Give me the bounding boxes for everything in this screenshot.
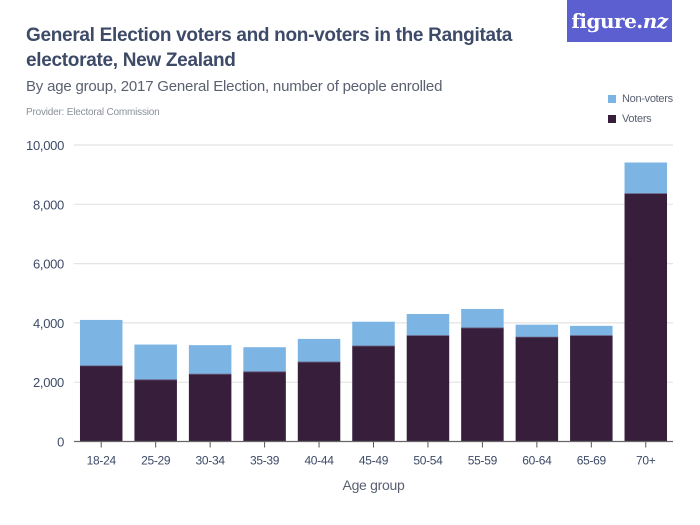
bar-voters-25-29[interactable] (134, 379, 177, 442)
x-tick-label: 25-29 (141, 454, 171, 468)
legend-swatch-non-voters (608, 95, 616, 103)
bar-non-voters-35-39[interactable] (243, 347, 286, 372)
legend-label-voters: Voters (622, 113, 652, 125)
bar-voters-35-39[interactable] (243, 371, 286, 442)
bar-voters-65-69[interactable] (570, 335, 613, 442)
y-tick-label: 8,000 (33, 197, 64, 212)
logo-main-text: figure. (571, 9, 643, 33)
x-tick-label: 40-44 (304, 454, 334, 468)
y-axis-ticks: 0 2,000 4,000 6,000 8,000 10,000 (26, 138, 64, 450)
x-tick-label: 55-59 (468, 454, 498, 468)
logo-suffix-text: nz (642, 9, 668, 33)
bar-non-voters-45-49[interactable] (352, 321, 395, 347)
y-tick-label: 2,000 (33, 375, 64, 390)
x-tick-label: 18-24 (87, 454, 117, 468)
x-tick-label: 50-54 (413, 454, 443, 468)
y-tick-label: 4,000 (33, 316, 64, 331)
bar-non-voters-30-34[interactable] (188, 345, 232, 375)
legend-item-voters: Voters (608, 109, 673, 129)
bar-voters-45-49[interactable] (352, 346, 395, 442)
x-axis: 18-24 25-29 30-34 35-39 40-44 45-49 50-54 55-59… (74, 440, 673, 468)
bar-voters-40-44[interactable] (297, 362, 341, 442)
provider-label: Provider: Electoral Commission (26, 107, 160, 118)
x-tick-label: 60-64 (522, 454, 552, 468)
y-tick-label: 0 (57, 435, 64, 450)
bar-voters-60-64[interactable] (515, 337, 559, 442)
x-tick-label: 70+ (636, 454, 656, 468)
x-tick-label: 35-39 (250, 454, 280, 468)
bar-non-voters-25-29[interactable] (134, 344, 177, 380)
legend-item-non-voters: Non-voters (608, 89, 673, 109)
bar-voters-55-59[interactable] (461, 327, 504, 442)
bar-non-voters-50-54[interactable] (406, 314, 450, 336)
figure-nz-logo[interactable]: figure. nz (567, 0, 672, 42)
x-axis-title: Age group (343, 477, 405, 493)
y-tick-label: 10,000 (26, 138, 64, 153)
bar-voters-70+[interactable] (624, 193, 668, 442)
legend-label-non-voters: Non-voters (622, 93, 673, 105)
bar-non-voters-70+[interactable] (624, 162, 668, 194)
bar-non-voters-18-24[interactable] (79, 319, 123, 366)
x-tick-label: 65-69 (577, 454, 607, 468)
bar-non-voters-60-64[interactable] (515, 324, 559, 338)
legend: Non-voters Voters (608, 89, 673, 129)
x-tick-label: 45-49 (359, 454, 389, 468)
bar-non-voters-65-69[interactable] (570, 325, 613, 336)
x-tick-label: 30-34 (196, 454, 226, 468)
chart-title: General Election voters and non-voters i… (26, 25, 513, 71)
legend-swatch-voters (608, 115, 616, 123)
bar-voters-18-24[interactable] (79, 365, 123, 442)
chart-subtitle: By age group, 2017 General Election, num… (26, 78, 443, 95)
bar-non-voters-40-44[interactable] (297, 338, 341, 363)
bars (79, 162, 668, 442)
y-tick-label: 6,000 (33, 257, 64, 272)
bar-voters-30-34[interactable] (188, 374, 232, 442)
bar-voters-50-54[interactable] (406, 335, 450, 442)
bar-non-voters-55-59[interactable] (461, 308, 504, 328)
